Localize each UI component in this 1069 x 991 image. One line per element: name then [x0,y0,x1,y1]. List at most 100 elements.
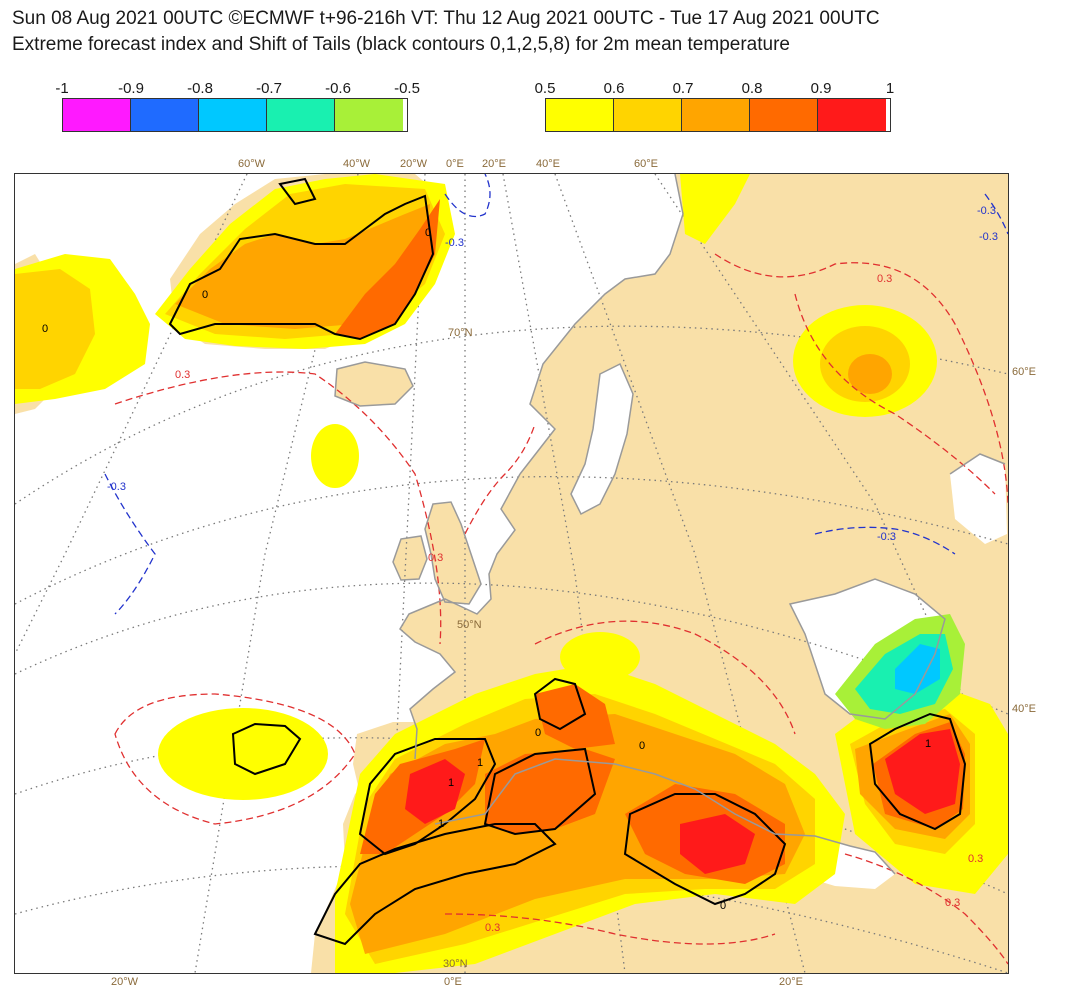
coastlines [334,174,1006,875]
efi-area [680,174,750,244]
dashed-contour [794,293,996,495]
legend-negative-swatch [199,99,267,131]
dashed-label: 0.3 [485,922,500,934]
lon-label-top: 60°W [238,158,266,170]
sot-contour [313,823,557,946]
dashed-contour [714,253,1008,505]
land-iceland [335,362,413,406]
dashed-label: -0.3 [445,237,464,249]
legend-tick-label: -0.6 [325,80,351,97]
efi-area [15,269,95,389]
lon-label-top: 60°E [634,158,658,170]
legend-tick-label: 0.6 [603,80,625,97]
efi-neg0.3-contours [104,174,1008,615]
dashed-label: -0.3 [107,481,126,493]
dashed-label: 0.3 [877,273,892,285]
legend-tick-label: -1 [55,80,69,97]
lon-label-bottom: 20°W [111,976,139,988]
legend-positive-swatch [750,99,818,131]
lon-label-top: 20°E [482,158,506,170]
legend-positive-swatch [818,99,886,131]
graticule-line [194,174,359,973]
graticule-line [15,174,248,655]
legend-negative-swatch [63,99,131,131]
lon-label-bottom: 0°E [444,976,462,988]
coastline [434,758,896,875]
efi-area [405,759,465,824]
legend-positive-swatch [682,99,750,131]
dashed-label: 0.3 [968,853,983,865]
dashed-label: 0.3 [945,897,960,909]
legend-positive: 0.5 0.6 0.7 0.8 0.9 1 [535,80,895,132]
legend-positive-labels: 0.5 0.6 0.7 0.8 0.9 1 [535,80,895,98]
efi-area [485,749,615,834]
lon-label-top: 20°W [400,158,428,170]
title-description: Extreme forecast index and Shift of Tail… [12,34,790,55]
legend-tick-label: -0.8 [187,80,213,97]
legend-tick-label: -0.7 [256,80,282,97]
legend-positive-colorbar [545,98,891,132]
legend-negative-labels: -1 -0.9 -0.8 -0.7 -0.6 -0.5 [55,80,420,98]
efi-area [535,684,615,749]
sot-contour [168,194,435,341]
dashed-contour [104,473,156,615]
sot-contour [358,738,497,856]
dashed-contour [114,693,356,825]
legend-positive-swatch [614,99,682,131]
contour-label: 0 [425,227,431,239]
sea-baltic [571,364,633,514]
coastline [424,501,482,605]
efi-area [158,708,328,800]
efi-area [680,814,755,874]
contour-label: 0 [720,900,726,912]
contour-label: 1 [448,777,454,789]
coastline [949,453,1006,475]
dashed-contour [114,371,442,645]
lon-label-bottom: 20°E [779,976,803,988]
legend-tick-label: -0.9 [118,80,144,97]
contour-label: 0 [42,323,48,335]
legend-tick-label: 0.9 [810,80,832,97]
graticule-line [15,737,1008,895]
coastline [392,535,428,581]
coastline [788,578,946,720]
legend-tick-label: 0.5 [534,80,556,97]
lat-label-right: 40°E [1012,703,1036,715]
dashed-contour [444,174,491,218]
map-header: Sun 08 Aug 2021 00UTC ©ECMWF t+96-216h V… [12,6,880,58]
efi-map: 0 0 0 0 0 0 1 1 1 1 -0.3 -0.3 -0.3 0.3 0… [14,173,1009,974]
coastline [334,361,414,407]
title-run-info: Sun 08 Aug 2021 00UTC ©ECMWF t+96-216h V… [12,8,880,29]
sot-contour [483,747,597,836]
map-canvas: 0 0 0 0 0 0 1 1 1 1 -0.3 -0.3 -0.3 0.3 0… [15,174,1008,973]
sot-contour [533,677,587,731]
efi-negative-areas [835,614,965,729]
dashed-label: 0.3 [175,369,190,381]
dashed-contour [444,913,776,945]
efi-area [848,354,892,394]
sot-contour [278,177,317,206]
efi-area [895,644,940,694]
dashed-contour [464,423,536,535]
efi-0.3-contours [114,253,1008,965]
contour-label: 0 [202,289,208,301]
legend-tick-label: 0.8 [741,80,763,97]
graticule-line [654,174,1008,795]
contour-label: 1 [925,738,931,750]
sot-contours [168,177,967,946]
coastline [399,473,521,760]
land-great-britain [425,502,481,604]
contour-label: 1 [438,818,444,830]
legend-positive-swatch [546,99,614,131]
lat-label-right: 60°E [1012,366,1036,378]
legend-negative-colorbar [62,98,408,132]
dashed-contour [844,853,1008,965]
sea-caspian-top [950,454,1007,544]
dashed-contour [984,193,1008,235]
land-ireland [393,536,427,580]
legend-tick-label: -0.5 [394,80,420,97]
graticule-line [15,475,1008,605]
contour-label: 0 [535,727,541,739]
dashed-contour [814,526,956,555]
legend-tick-label: 0.7 [672,80,694,97]
